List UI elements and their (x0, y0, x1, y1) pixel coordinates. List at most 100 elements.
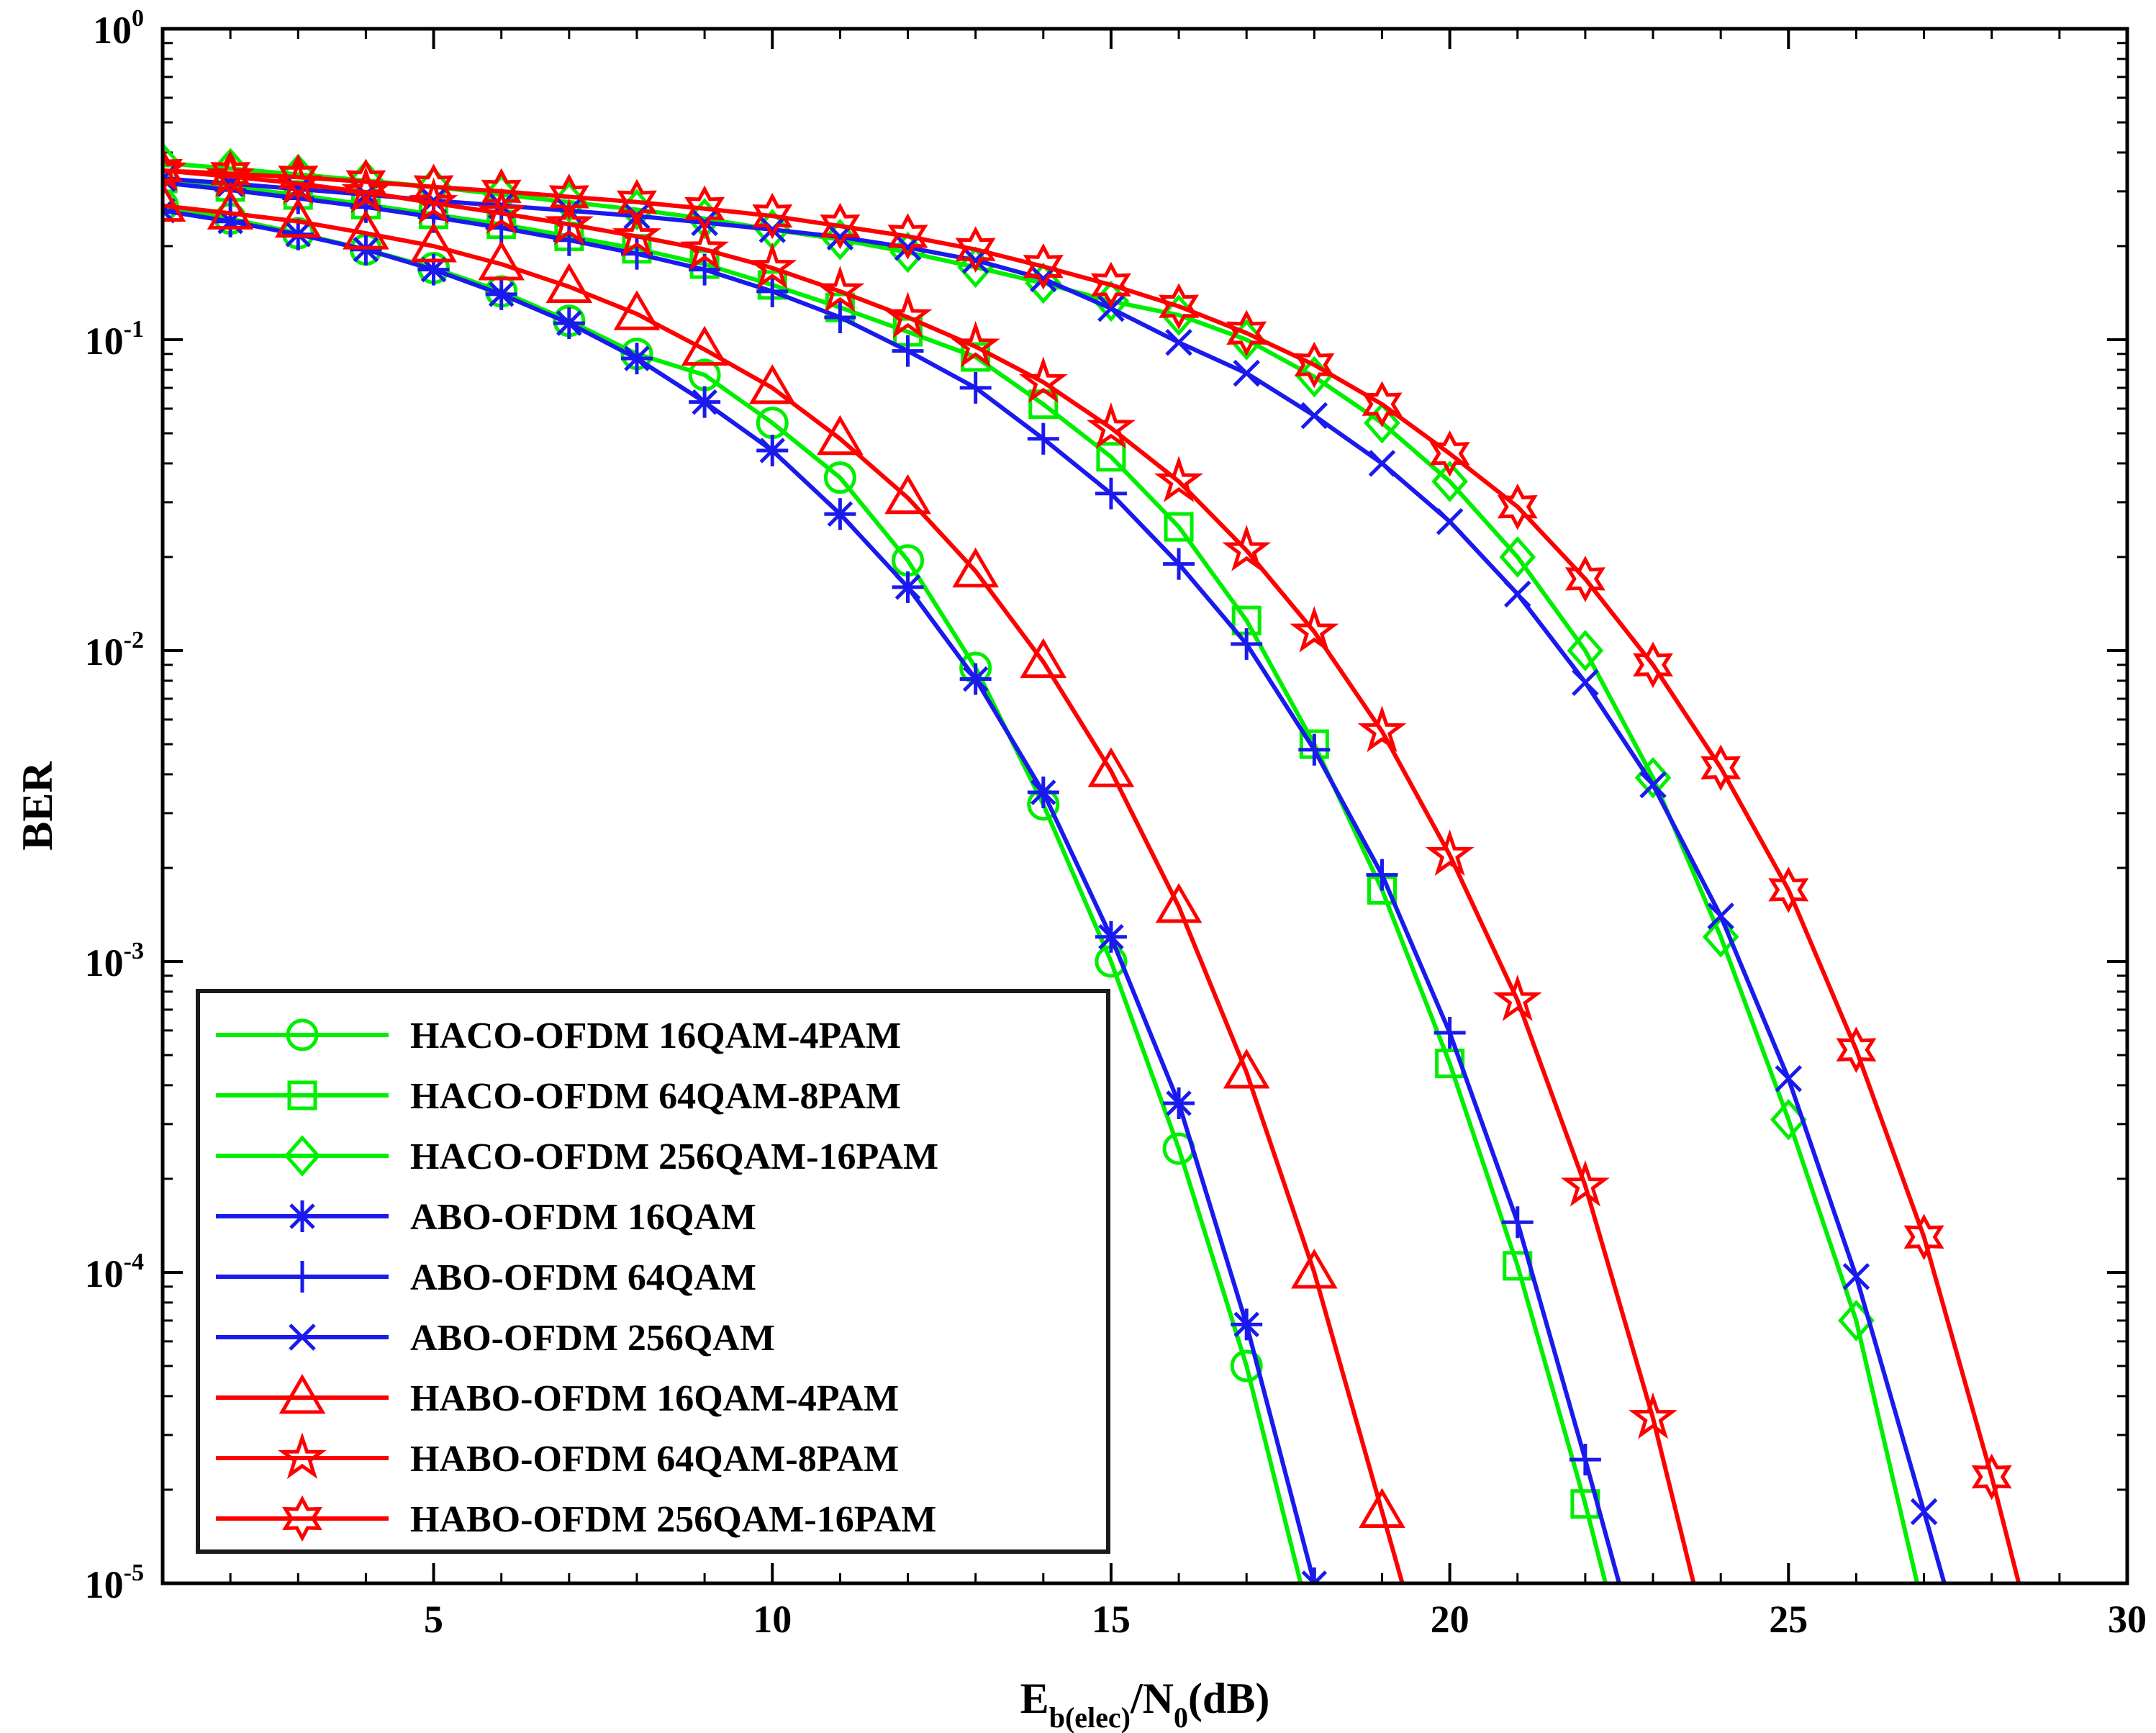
data-point (544, 198, 594, 245)
data-point (413, 163, 454, 210)
data-point (1702, 916, 1739, 958)
data-point (1628, 1392, 1678, 1439)
data-point (343, 209, 389, 250)
data-point (1436, 507, 1464, 535)
data-point (1569, 1444, 1601, 1476)
data-point (748, 363, 796, 404)
data-point (1155, 882, 1202, 923)
x-axis-title-tail: (dB) (1188, 1675, 1269, 1722)
data-point (548, 173, 589, 220)
data-point (1231, 628, 1263, 660)
data-point (210, 150, 251, 197)
legend-marker (282, 1495, 322, 1542)
data-point (1223, 1049, 1270, 1089)
legend-label: ABO-OFDM 256QAM (410, 1318, 775, 1359)
legend-entry: ABO-OFDM 64QAM (216, 1257, 756, 1298)
series-line (163, 168, 2021, 1583)
data-point (1095, 477, 1127, 510)
legend-entry: HABO-OFDM 64QAM-8PAM (216, 1432, 899, 1480)
legend-entry: HACO-OFDM 16QAM-4PAM (216, 1015, 901, 1056)
data-point (1903, 1213, 1944, 1261)
data-point (817, 415, 864, 456)
data-point (1096, 442, 1126, 472)
x-tick-label: 20 (1431, 1598, 1469, 1641)
series-9 (163, 147, 2021, 1583)
legend-entry: ABO-OFDM 256QAM (216, 1318, 775, 1359)
data-point (952, 547, 1000, 588)
data-point (1501, 1206, 1534, 1239)
data-point (417, 253, 450, 286)
data-point (1087, 747, 1135, 787)
y-tick-label-exp: -3 (124, 938, 144, 964)
y-tick-label: 10-2 (85, 627, 144, 674)
data-point (410, 222, 457, 263)
data-point (758, 216, 787, 243)
data-point (1163, 548, 1195, 580)
legend-marker (284, 1135, 321, 1177)
legend: HACO-OFDM 16QAM-4PAM HACO-OFDM 64QAM-8PAM… (196, 989, 1110, 1554)
data-point (1425, 829, 1475, 877)
data-point (1020, 638, 1067, 679)
data-point (1362, 381, 1403, 427)
data-point (1499, 536, 1536, 578)
data-point (951, 320, 1000, 368)
legend-label: HABO-OFDM 64QAM-8PAM (410, 1439, 899, 1480)
data-point (1560, 1159, 1610, 1207)
data-point (350, 233, 382, 266)
data-point (612, 210, 662, 258)
data-point (1298, 733, 1331, 766)
x-tick-label: 30 (2108, 1598, 2147, 1641)
data-point (1572, 669, 1599, 696)
x-axis-title-mid: /N (1130, 1675, 1174, 1722)
data-point (1700, 744, 1741, 792)
y-tick-label: 100 (93, 5, 144, 52)
data-point (345, 158, 386, 205)
y-tick-label-base: 10 (85, 1252, 124, 1295)
data-point (207, 189, 254, 230)
data-point (1154, 456, 1204, 502)
data-point (1097, 294, 1125, 322)
data-point (961, 342, 991, 372)
data-point (1503, 580, 1531, 608)
legend-label: HACO-OFDM 16QAM-4PAM (410, 1015, 901, 1056)
data-point (1086, 402, 1136, 449)
data-point (1159, 283, 1200, 330)
series-line (163, 176, 1608, 1583)
data-point (1359, 1488, 1405, 1528)
legend-entry: HACO-OFDM 256QAM-16PAM (216, 1135, 938, 1177)
data-point (820, 202, 861, 250)
data-point (1233, 359, 1260, 387)
data-point (684, 185, 725, 232)
data-point (1433, 1016, 1466, 1049)
data-point (883, 291, 933, 338)
x-axis-title-sub: b(elec) (1049, 1701, 1131, 1733)
data-point (1836, 1026, 1877, 1073)
data-point (1027, 422, 1059, 455)
x-tick-label: 15 (1092, 1598, 1131, 1641)
legend-entry: HABO-OFDM 256QAM-16PAM (216, 1495, 936, 1542)
data-point (214, 205, 247, 237)
data-point (892, 571, 924, 603)
data-point (756, 435, 789, 467)
data-point (163, 147, 183, 194)
data-point (1222, 525, 1272, 571)
data-point (1230, 1349, 1263, 1383)
legend-label: HABO-OFDM 16QAM-4PAM (410, 1378, 899, 1419)
data-point (616, 178, 657, 226)
series-line (163, 176, 1947, 1583)
data-point (1290, 1249, 1338, 1289)
data-point (1364, 402, 1400, 444)
data-point (1294, 341, 1335, 389)
data-point (545, 263, 593, 303)
y-tick-label-exp: -1 (124, 316, 144, 343)
data-point (1497, 483, 1538, 530)
data-point (823, 461, 856, 494)
data-point (884, 474, 931, 515)
x-axis-title-main: E (1020, 1675, 1049, 1722)
data-point (620, 343, 653, 375)
data-point (476, 187, 526, 235)
y-tick-label-exp: -4 (124, 1249, 144, 1275)
data-point (1366, 859, 1398, 891)
